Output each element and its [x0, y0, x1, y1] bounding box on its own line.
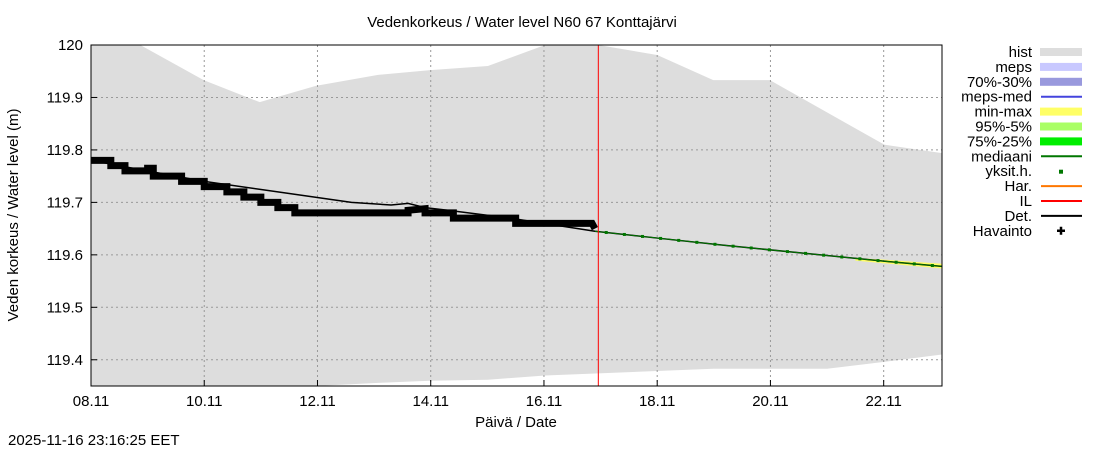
member-point — [858, 257, 862, 261]
member-point — [677, 238, 681, 242]
legend-label: 70%-30% — [967, 74, 1032, 91]
member-point — [876, 259, 880, 263]
member-point — [767, 248, 771, 252]
x-tick-label: 16.11 — [526, 393, 562, 410]
x-tick-label: 14.11 — [413, 393, 449, 410]
legend-label: IL — [1019, 193, 1032, 210]
legend-label: mediaani — [971, 148, 1032, 165]
member-point — [912, 262, 916, 266]
member-point — [640, 234, 644, 238]
legend-label: meps — [995, 59, 1032, 76]
y-tick-label: 119.9 — [47, 89, 83, 106]
y-tick-label: 119.6 — [47, 247, 83, 264]
member-point — [804, 251, 808, 255]
y-tick-label: 119.7 — [47, 194, 83, 211]
member-point — [713, 242, 717, 246]
observation-series — [91, 156, 598, 231]
median-line — [594, 230, 942, 267]
member-point — [894, 260, 898, 264]
legend-swatch — [1040, 62, 1082, 71]
legend-swatch — [1057, 226, 1065, 235]
x-tick-label: 20.11 — [752, 393, 788, 410]
legend-swatch — [1040, 107, 1082, 116]
x-tick-label: 22.11 — [865, 393, 901, 410]
timestamp: 2025-11-16 23:16:25 EET — [8, 432, 180, 449]
x-tick-label: 12.11 — [299, 393, 335, 410]
legend-label: meps-med — [961, 89, 1032, 106]
member-point — [659, 236, 663, 240]
legend-label: Havainto — [973, 223, 1032, 240]
member-point — [785, 250, 789, 254]
y-tick-label: 119.4 — [47, 352, 83, 369]
x-axis-label: Päivä / Date — [475, 414, 557, 431]
member-point — [840, 255, 844, 259]
member-point — [930, 264, 934, 268]
y-tick-label: 119.5 — [47, 299, 83, 316]
plot-frame — [90, 44, 943, 387]
y-tick-label: 120 — [58, 37, 83, 54]
legend-label: Det. — [1004, 208, 1032, 225]
legend-label: hist — [1009, 44, 1033, 61]
legend-swatch — [1040, 48, 1082, 56]
y-axis-label: Veden korkeus / Water level (m) — [5, 109, 22, 322]
x-tick-label: 18.11 — [639, 393, 675, 410]
chart-title: Vedenkorkeus / Water level N60 67 Kontta… — [367, 14, 677, 31]
member-point — [731, 244, 735, 248]
legend-label: 75%-25% — [967, 133, 1032, 150]
member-point — [622, 232, 626, 236]
legend-swatch — [1040, 137, 1082, 146]
member-point — [822, 253, 826, 257]
member-point — [749, 246, 753, 250]
member-point — [695, 240, 699, 244]
legend-label: yksit.h. — [985, 163, 1032, 180]
legend-swatch — [1059, 169, 1063, 174]
y-tick-label: 119.8 — [47, 142, 83, 159]
legend-label: Har. — [1004, 178, 1032, 195]
x-tick-label: 08.11 — [73, 393, 109, 410]
legend-label: min-max — [974, 104, 1032, 121]
legend-swatch — [1040, 77, 1082, 86]
member-point — [604, 230, 608, 234]
legend-swatch — [1040, 122, 1082, 131]
x-tick-label: 10.11 — [186, 393, 222, 410]
legend-label: 95%-5% — [975, 119, 1032, 136]
